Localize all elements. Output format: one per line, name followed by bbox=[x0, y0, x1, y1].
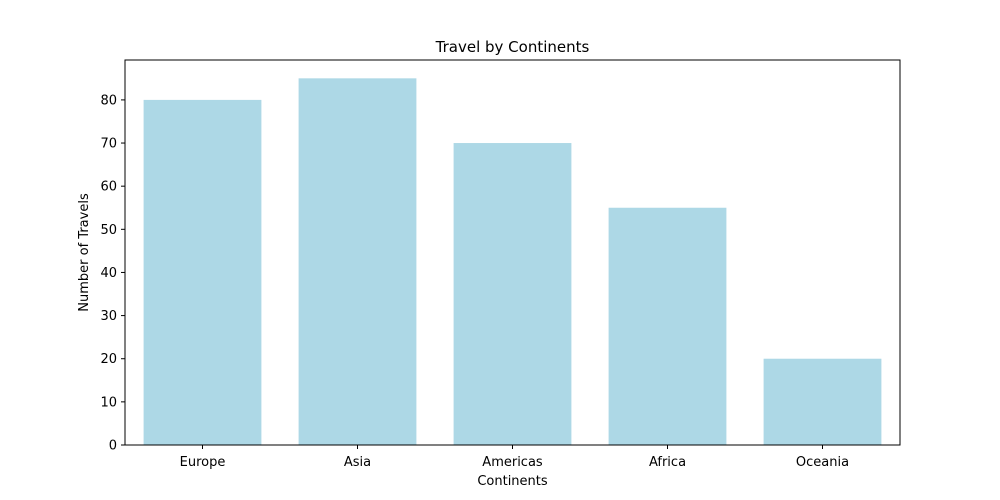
y-tick-label: 30 bbox=[100, 309, 117, 324]
plot-frame bbox=[124, 59, 901, 446]
y-tick-label: 60 bbox=[100, 180, 117, 195]
bar-europe bbox=[143, 99, 262, 446]
bar-asia bbox=[298, 78, 417, 445]
y-tick-label: 80 bbox=[100, 93, 117, 108]
x-tick-label: Americas bbox=[482, 455, 543, 470]
chart-title: Travel by Continents bbox=[435, 38, 590, 56]
x-tick-label: Asia bbox=[344, 455, 371, 470]
bar-africa bbox=[608, 207, 727, 445]
x-tick-label: Africa bbox=[649, 455, 686, 470]
y-tick-label: 70 bbox=[100, 137, 117, 152]
y-tick-label: 0 bbox=[109, 439, 117, 454]
bars-group bbox=[143, 78, 882, 446]
x-axis-ticks: Europe Asia Americas Africa Oceania bbox=[180, 445, 849, 470]
x-tick-label: Oceania bbox=[796, 455, 849, 470]
y-tick-label: 40 bbox=[100, 266, 117, 281]
bar-oceania bbox=[763, 358, 882, 445]
y-tick-label: 20 bbox=[100, 352, 117, 367]
y-tick-label: 10 bbox=[100, 395, 117, 410]
x-tick-label: Europe bbox=[180, 455, 226, 470]
y-axis-ticks: 0 10 20 30 40 50 60 70 80 bbox=[100, 93, 125, 454]
y-axis-label: Number of Travels bbox=[77, 193, 92, 312]
x-axis-label: Continents bbox=[477, 474, 548, 489]
bar-americas bbox=[453, 143, 572, 446]
y-tick-label: 50 bbox=[100, 223, 117, 238]
